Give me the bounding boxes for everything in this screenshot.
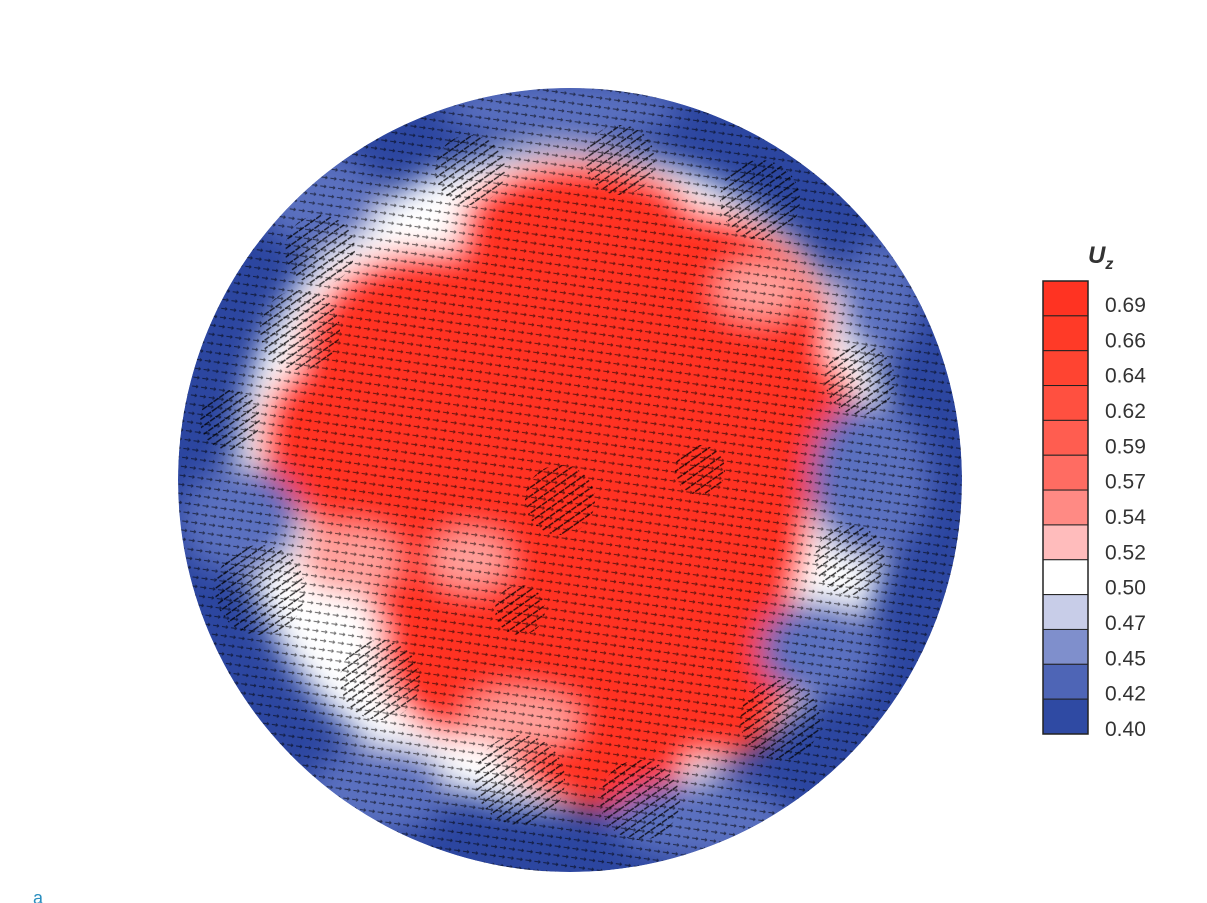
vortex-cluster <box>675 445 725 495</box>
colorbar: Uz 0.690.660.640.620.590.570.540.520.500… <box>1042 242 1146 741</box>
colorbar-tick-label: 0.64 <box>1105 365 1146 388</box>
colorbar-cell <box>1042 698 1089 735</box>
colorbar-cell <box>1042 594 1089 630</box>
colorbar-cell <box>1042 559 1089 596</box>
panel-label: a <box>33 893 44 903</box>
vortex-regions <box>200 125 895 840</box>
colorbar-cell <box>1042 524 1089 561</box>
colorbar-title: Uz <box>1088 242 1113 273</box>
vortex-cluster <box>495 585 545 635</box>
vortex-cluster <box>215 545 305 635</box>
colorbar-cell <box>1042 385 1089 421</box>
vortex-cluster <box>340 640 420 720</box>
vortex-cluster <box>825 345 895 415</box>
colorbar-tick-label: 0.57 <box>1105 471 1146 494</box>
colorbar-cell <box>1042 350 1089 387</box>
colorbar-cell <box>1042 628 1089 665</box>
colorbar-tick-labels: 0.69 0.66 0.64 0.62 0.59 0.57 0.54 0.52 0.50 0.47… <box>1105 294 1146 741</box>
colorbar-tick-label: 0.52 <box>1105 541 1146 564</box>
colorbar-tick-label: 0.59 <box>1105 435 1146 458</box>
colorbar-tick-label: 0.62 <box>1105 400 1146 423</box>
vortex-cluster <box>525 465 595 535</box>
vortex-cluster <box>260 290 340 370</box>
colorbar-tick-label: 0.66 <box>1105 329 1146 352</box>
colorbar-cells <box>1042 280 1089 735</box>
vortex-cluster <box>200 390 260 450</box>
vortex-cluster <box>475 735 565 825</box>
colorbar-tick-label: 0.69 <box>1105 294 1146 317</box>
colorbar-cell <box>1042 315 1089 352</box>
colorbar-cell <box>1042 280 1089 317</box>
vortex-cluster <box>815 525 885 595</box>
colorbar-cell <box>1042 489 1089 526</box>
colorbar-tick-label: 0.54 <box>1105 506 1146 529</box>
vortex-cluster <box>740 680 820 760</box>
colorbar-tick-label: 0.45 <box>1105 647 1146 670</box>
vortex-cluster <box>600 760 680 840</box>
colorbar-cell <box>1042 419 1089 456</box>
colorbar-tick-label: 0.47 <box>1105 612 1146 635</box>
vortex-cluster <box>585 125 655 195</box>
vortex-cluster <box>720 160 800 240</box>
colorbar-tick-label: 0.40 <box>1105 718 1146 741</box>
colorbar-cell <box>1042 663 1089 700</box>
colorbar-cell <box>1042 454 1089 491</box>
vortex-cluster <box>285 215 355 285</box>
vortex-cluster <box>435 135 505 205</box>
colorbar-frame <box>1042 280 1089 735</box>
contour-disk <box>178 88 962 872</box>
colorbar-tick-label: 0.50 <box>1105 577 1146 600</box>
colorbar-tick-label: 0.42 <box>1105 683 1146 706</box>
